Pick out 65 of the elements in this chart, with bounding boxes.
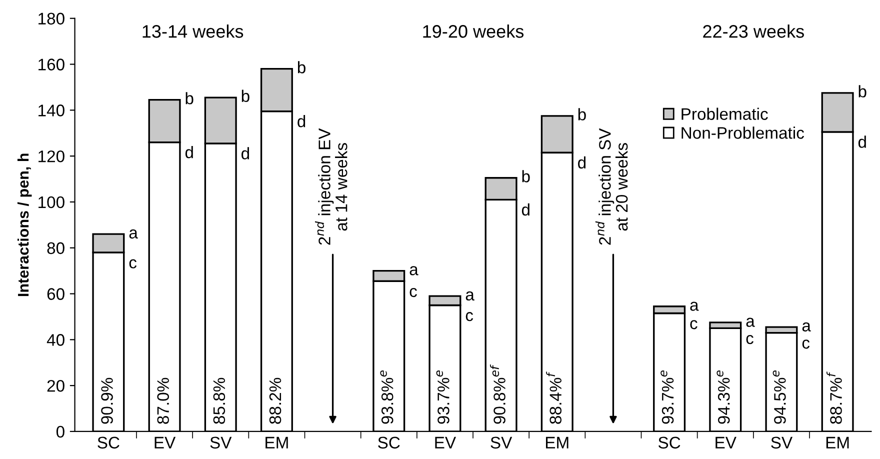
annotation: b (858, 85, 866, 98)
annotation: b (242, 90, 250, 102)
x-tick-label: SC (658, 436, 680, 449)
y-tick-label: 80 (47, 242, 64, 254)
annotation: 90.8%$^{ef}$ (490, 364, 506, 424)
annotation: c (802, 340, 810, 349)
annotation: 22-23 weeks (703, 24, 804, 38)
annotation: 94.5%$^{e}$ (772, 370, 786, 424)
annotation: a (746, 318, 755, 327)
annotation: c (690, 320, 698, 330)
x-tick-label: SC (378, 436, 400, 449)
y-tick-label: 100 (38, 196, 64, 208)
annotation: 13-14 weeks (142, 24, 244, 38)
y-tick-label: 40 (46, 334, 64, 346)
x-tick-label: SV (771, 436, 793, 449)
annotation: d (858, 136, 866, 148)
annotation: d (578, 156, 586, 169)
x-tick-label: EM (266, 436, 288, 448)
y-tick-label: 0 (56, 426, 64, 438)
annotation: c (129, 259, 137, 268)
annotation: 19-20 weeks (423, 24, 524, 38)
y-tick-label: 20 (47, 380, 64, 392)
annotation: 88.2% (269, 378, 282, 424)
annotation: 87.0% (157, 378, 170, 424)
x-tick-label: EV (435, 436, 456, 448)
annotation: 2$^{nd}$ injection EV at 14 weeks (315, 128, 348, 245)
y-tick-label: 140 (38, 104, 64, 116)
annotation: 94.3%$^{e}$ (716, 370, 730, 424)
x-tick-label: SV (210, 436, 232, 449)
annotation: c (466, 312, 474, 322)
annotation: 93.7%$^{e}$ (436, 370, 450, 424)
annotation: d (185, 146, 193, 158)
x-tick-label: EM (546, 436, 568, 448)
annotation: a (129, 229, 138, 239)
y-tick-label: 120 (38, 150, 64, 162)
annotation: 85.8% (213, 378, 226, 424)
x-tick-label: SC (98, 436, 120, 449)
x-tick-label: EV (154, 436, 176, 448)
annotation: b (578, 108, 586, 120)
annotation: c (410, 288, 417, 298)
annotation: 88.7%$^{f}$ (826, 372, 842, 424)
legend-label: Non-Problematic (682, 126, 804, 139)
legend-label: Problematic (682, 108, 768, 120)
annotation: a (690, 302, 699, 311)
annotation: c (746, 335, 754, 344)
annotation: d (298, 115, 306, 128)
y-axis-title: Interactions / pen, h (17, 154, 32, 296)
y-tick-label: 160 (38, 58, 64, 70)
annotation: 90.9% (101, 378, 113, 424)
annotation: b (298, 61, 306, 74)
annotation: a (466, 291, 474, 301)
annotation: 88.4%$^{f}$ (546, 372, 562, 424)
annotation: d (242, 147, 250, 160)
x-tick-label: EV (716, 436, 736, 448)
annotation: a (410, 266, 418, 276)
annotation: 93.7%$^{e}$ (660, 370, 674, 424)
x-tick-label: SV (490, 436, 512, 449)
annotation: 93.8%$^{e}$ (380, 370, 394, 424)
annotation: b (522, 170, 530, 182)
annotation: b (186, 92, 194, 104)
annotation: d (522, 203, 530, 216)
y-tick-label: 180 (38, 12, 64, 25)
annotation: a (802, 322, 811, 332)
x-tick-label: EM (826, 436, 849, 448)
y-tick-label: 60 (47, 288, 64, 300)
